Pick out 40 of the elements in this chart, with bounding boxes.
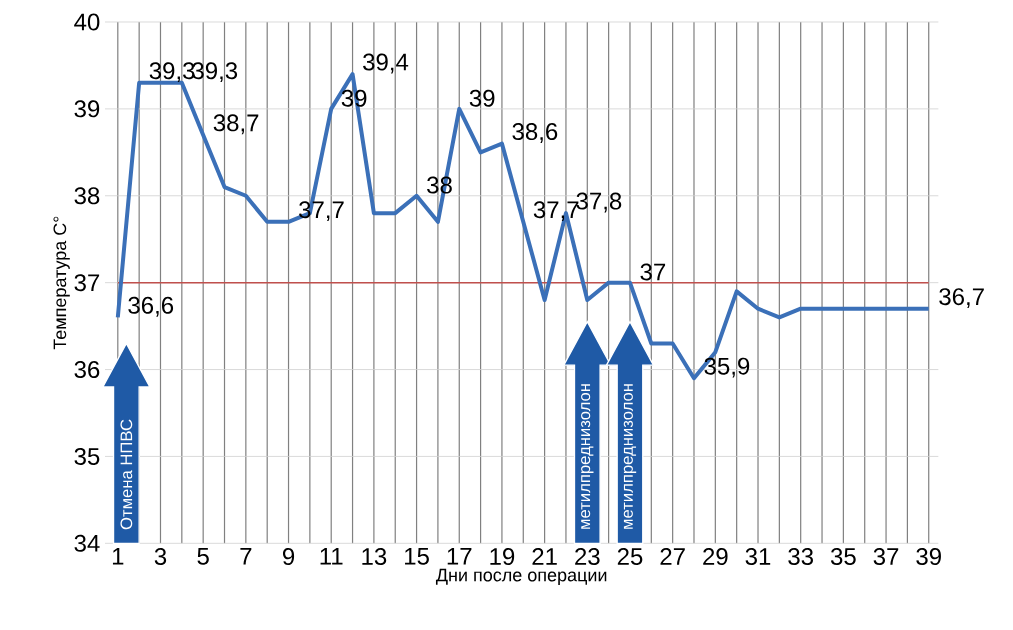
x-tick-label: 27: [660, 548, 685, 565]
x-tick-label: 11: [320, 548, 343, 565]
x-tick-label: 31: [745, 548, 771, 566]
y-tick-label: 38: [74, 187, 100, 205]
y-axis-title: Температура C°: [53, 216, 70, 350]
data-label: 35,9: [704, 357, 750, 378]
data-label: 39: [469, 89, 495, 107]
x-tick-label: 3: [154, 548, 167, 566]
x-tick-label: 35: [830, 548, 856, 566]
x-axis-title: Дни после операции: [435, 568, 607, 585]
x-tick-label: 29: [703, 548, 728, 566]
x-tick-label: 33: [788, 548, 813, 566]
x-tick-label: 19: [490, 548, 515, 566]
x-tick-label: 9: [282, 548, 295, 566]
y-tick-label: 40: [74, 13, 100, 31]
data-label: 36,7: [939, 288, 984, 308]
x-tick-label: 7: [240, 548, 252, 565]
data-label: 36,6: [128, 296, 174, 317]
data-label: 38,7: [213, 114, 259, 135]
x-tick-label: 17: [447, 548, 472, 565]
x-tick-label: 15: [405, 548, 429, 565]
annotation: метилпреднизолон: [623, 384, 637, 529]
x-tick-label: 5: [197, 548, 209, 565]
y-tick-label: 36: [74, 361, 100, 379]
x-tick-label: 21: [532, 548, 557, 565]
y-tick-label: 34: [74, 534, 100, 552]
x-tick-label: 13: [362, 548, 387, 566]
y-tick-label: 37: [74, 274, 100, 292]
data-label: 37: [640, 263, 666, 281]
y-tick-label: 39: [74, 100, 100, 118]
x-tick-label: 37: [873, 548, 899, 566]
annotation: метилпреднизолон: [581, 384, 594, 529]
x-tick-label: 39: [916, 548, 941, 566]
data-label: 39,4: [363, 53, 409, 74]
x-tick-label: 25: [617, 548, 643, 566]
x-tick-label: 1: [112, 548, 124, 565]
y-tick-label: 35: [74, 447, 100, 465]
annotation: Отмена НПВС: [120, 419, 133, 530]
data-label: 38,6: [512, 123, 558, 143]
x-tick-label: 23: [575, 548, 600, 566]
